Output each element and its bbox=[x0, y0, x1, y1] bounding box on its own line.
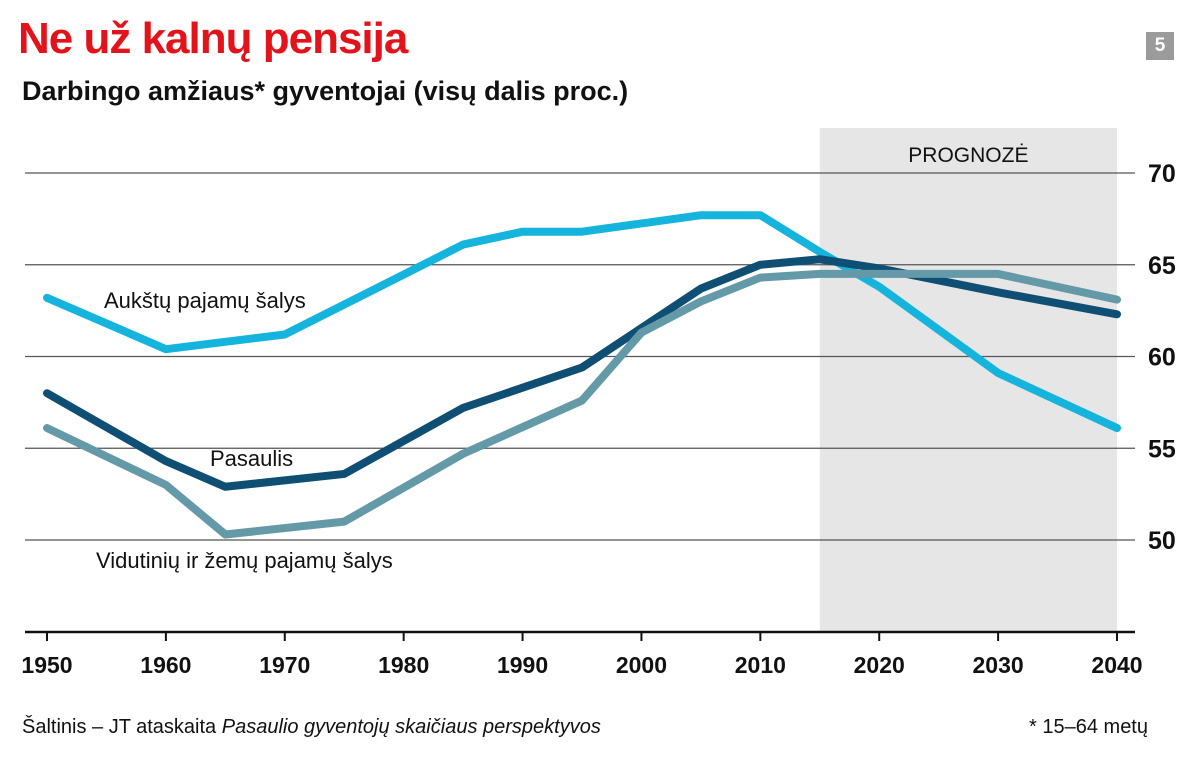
y-tick-label: 55 bbox=[1148, 435, 1176, 463]
x-tick-label: 2010 bbox=[735, 652, 786, 678]
chart-subtitle: Darbingo amžiaus* gyventojai (visų dalis… bbox=[22, 76, 629, 106]
series-label: Aukštų pajamų šalys bbox=[104, 288, 306, 313]
x-tick-label: 1950 bbox=[21, 652, 72, 678]
x-tick-label: 1960 bbox=[140, 652, 191, 678]
y-tick-label: 60 bbox=[1148, 344, 1176, 372]
y-tick-label: 50 bbox=[1148, 527, 1176, 555]
source-note: Šaltinis – JT ataskaita Pasaulio gyvento… bbox=[22, 716, 601, 739]
forecast-region bbox=[819, 128, 1117, 632]
forecast-label: PROGNOZĖ bbox=[908, 144, 1028, 167]
series-line-0 bbox=[43, 211, 1121, 433]
source-title: Pasaulio gyventojų skaičiaus perspektyvo… bbox=[221, 716, 601, 738]
x-tick-label: 2040 bbox=[1091, 652, 1142, 678]
series-label: Pasaulis bbox=[210, 446, 293, 471]
figure-number-badge: 5 bbox=[1146, 32, 1174, 60]
y-tick-label: 70 bbox=[1148, 160, 1176, 188]
page-title: Ne už kalnų pensija bbox=[18, 14, 408, 63]
source-prefix: Šaltinis – JT ataskaita bbox=[22, 716, 222, 738]
series-label: Vidutinių ir žemų pajamų šalys bbox=[96, 548, 393, 573]
x-tick-label: 1970 bbox=[259, 652, 310, 678]
x-tick-label: 2030 bbox=[973, 652, 1024, 678]
footnote: * 15–64 metų bbox=[1029, 716, 1148, 738]
x-tick-label: 1980 bbox=[378, 652, 429, 678]
y-tick-label: 65 bbox=[1148, 252, 1176, 280]
x-tick-label: 2000 bbox=[616, 652, 667, 678]
series-line-2 bbox=[43, 269, 1121, 539]
x-tick-label: 2020 bbox=[854, 652, 905, 678]
x-tick-label: 1990 bbox=[497, 652, 548, 678]
